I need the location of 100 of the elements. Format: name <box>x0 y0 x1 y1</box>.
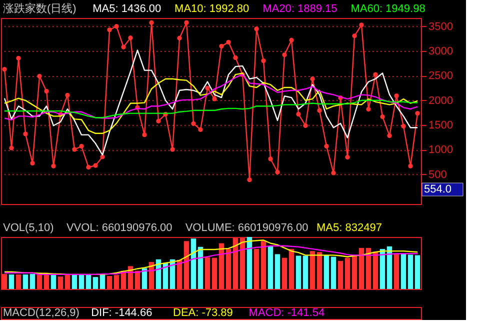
point <box>2 66 7 72</box>
point <box>212 96 217 102</box>
point <box>282 52 287 58</box>
y-tick-label: 1500 <box>428 120 453 132</box>
point <box>191 121 196 126</box>
bar <box>324 255 330 289</box>
point <box>268 156 273 162</box>
series-label: MA5: 832497 <box>316 222 382 234</box>
bar <box>8 274 14 289</box>
text: VOLUME: 660190976.00 <box>185 222 308 234</box>
point <box>247 177 252 182</box>
point <box>51 164 56 168</box>
bar <box>226 248 232 289</box>
bar <box>78 274 84 289</box>
bar <box>316 252 322 289</box>
bar <box>288 248 294 289</box>
text: MA20: 1889.15 <box>262 3 338 15</box>
bar <box>86 274 92 289</box>
point <box>198 127 203 132</box>
point <box>415 110 420 116</box>
point <box>205 86 210 90</box>
line-series <box>4 100 418 118</box>
y-tick-label: 500 <box>428 168 447 181</box>
text: DIF: -144.66 <box>91 307 152 319</box>
point <box>310 76 315 82</box>
point <box>142 132 147 138</box>
text: DEA: -73.89 <box>173 307 233 319</box>
point <box>149 20 154 25</box>
bar <box>394 254 400 289</box>
bar <box>352 254 358 289</box>
bar <box>386 246 392 289</box>
bar <box>414 255 420 289</box>
bar <box>282 258 288 289</box>
text: MA10: 1992.80 <box>174 3 250 15</box>
point <box>394 93 399 98</box>
bar <box>72 274 78 289</box>
bar <box>330 256 336 289</box>
bar <box>274 254 280 289</box>
bar <box>204 257 210 289</box>
point <box>177 36 182 40</box>
point <box>86 164 91 170</box>
bar <box>296 256 302 289</box>
point <box>79 144 84 149</box>
bar <box>106 276 112 289</box>
point <box>170 147 175 152</box>
point <box>233 55 238 60</box>
point <box>387 133 392 138</box>
bar <box>212 258 218 289</box>
bar <box>92 277 98 289</box>
y-tick-label: 1000 <box>428 144 453 156</box>
bar <box>268 246 274 289</box>
text: VVOL: 660190976.00 <box>66 222 172 234</box>
text: MA5: 1436.00 <box>92 3 162 15</box>
point <box>359 22 364 28</box>
point <box>380 114 385 120</box>
bar <box>198 246 204 289</box>
point <box>9 146 14 150</box>
point <box>401 124 406 129</box>
text: 554.0 <box>424 184 452 196</box>
bar <box>240 238 246 289</box>
point <box>121 44 126 50</box>
line-series <box>4 74 418 120</box>
bar <box>58 276 64 289</box>
point <box>100 154 105 160</box>
point <box>23 132 28 136</box>
point <box>296 112 301 116</box>
point <box>93 163 98 168</box>
point <box>16 56 21 61</box>
bar <box>344 258 350 289</box>
bar <box>246 237 252 289</box>
point <box>275 170 280 174</box>
line-series <box>4 72 418 134</box>
text: MACD(12,26,9) <box>3 307 80 319</box>
point <box>226 40 231 45</box>
y-tick-label: 2500 <box>428 70 453 82</box>
bar <box>400 254 406 289</box>
bar <box>254 248 260 289</box>
point <box>317 108 322 113</box>
bar <box>232 238 238 289</box>
chart-title: 涨跌家数(日线) <box>3 2 76 15</box>
bar <box>184 241 190 289</box>
bar <box>30 274 36 289</box>
point <box>37 74 42 79</box>
point <box>366 106 371 112</box>
bar <box>338 260 344 289</box>
point <box>331 170 336 176</box>
point <box>184 20 189 25</box>
text: MA60: 1949.98 <box>350 3 426 15</box>
y-tick-label: 3000 <box>428 46 453 58</box>
y-tick-label: 3500 <box>428 20 453 33</box>
text: MACD: -141.54 <box>248 307 325 319</box>
y-tick-label: 2000 <box>428 94 453 107</box>
bar <box>190 238 196 289</box>
point <box>324 144 329 149</box>
point <box>261 58 266 64</box>
point <box>44 88 49 94</box>
bar <box>358 248 364 289</box>
point <box>373 72 378 77</box>
point <box>303 123 308 128</box>
point <box>65 92 70 98</box>
